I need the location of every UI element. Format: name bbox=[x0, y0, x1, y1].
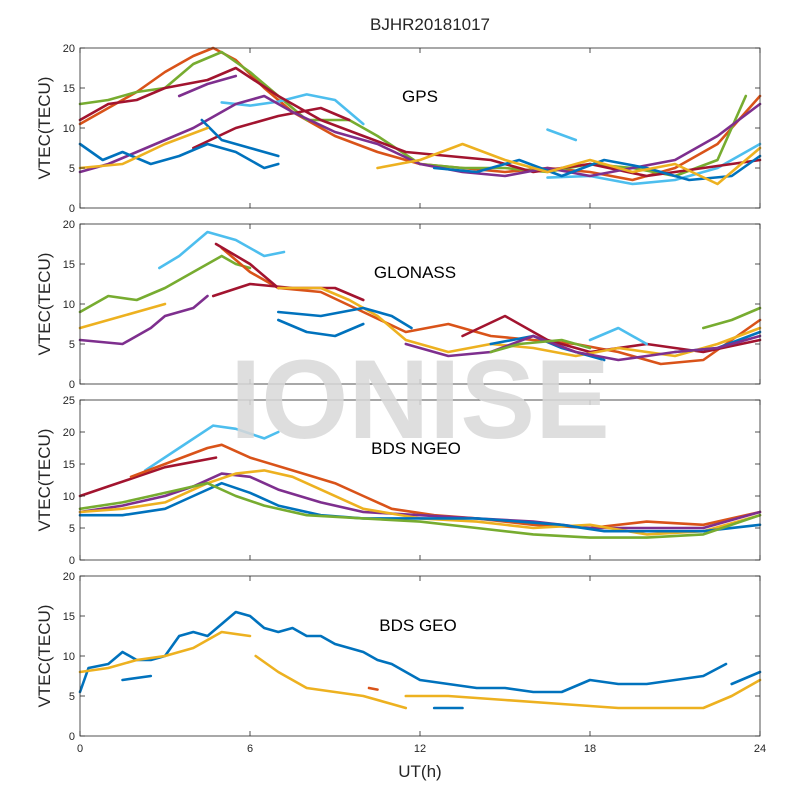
panel-label: BDS GEO bbox=[379, 616, 456, 635]
y-tick-label: 20 bbox=[63, 219, 75, 231]
series-line-0-13 bbox=[376, 142, 762, 186]
series-line-0-6 bbox=[192, 106, 351, 150]
y-tick-label: 15 bbox=[63, 459, 75, 471]
panel-2: 0 5 10 15 20 25 VTEC(TECU) BDS NGEO bbox=[35, 395, 762, 567]
y-tick-label: 0 bbox=[69, 379, 75, 391]
series-line-1-9 bbox=[277, 318, 365, 338]
panel-0: 0 5 10 15 20 VTEC(TECU) GPS bbox=[35, 43, 762, 215]
chart-title: BJHR20181017 bbox=[370, 15, 490, 34]
series-line-1-16 bbox=[588, 326, 648, 346]
y-tick-label: 20 bbox=[63, 571, 75, 583]
panel-3: 0 5 10 15 20 VTEC(TECU) BDS GEO bbox=[35, 571, 762, 743]
y-tick-label: 5 bbox=[69, 163, 75, 175]
series-line-0-3 bbox=[546, 128, 578, 142]
y-tick-label: 20 bbox=[63, 43, 75, 55]
y-axis-label: VTEC(TECU) bbox=[35, 605, 54, 708]
series-line-1-13 bbox=[404, 334, 762, 362]
series-line-0-12 bbox=[78, 126, 209, 170]
series-line-2-0 bbox=[143, 424, 280, 472]
series-line-3-5 bbox=[254, 654, 408, 710]
y-tick-label: 10 bbox=[63, 651, 75, 663]
series-line-2-2 bbox=[129, 443, 762, 530]
y-tick-label: 10 bbox=[63, 123, 75, 135]
series-line-1-15 bbox=[702, 306, 762, 330]
x-tick-label: 0 bbox=[77, 743, 83, 755]
series-line-0-5 bbox=[78, 66, 762, 178]
x-tick-label: 18 bbox=[584, 743, 596, 755]
series-line-1-6 bbox=[78, 302, 167, 330]
x-tick-label: 12 bbox=[414, 743, 426, 755]
y-tick-label: 5 bbox=[69, 691, 75, 703]
x-tick-label: 6 bbox=[247, 743, 253, 755]
y-tick-label: 0 bbox=[69, 203, 75, 215]
y-axis-label: VTEC(TECU) bbox=[35, 77, 54, 180]
series-line-2-1 bbox=[78, 456, 218, 498]
y-tick-label: 5 bbox=[69, 523, 75, 535]
x-axis-label: UT(h) bbox=[398, 762, 441, 781]
series-line-3-4 bbox=[78, 630, 252, 674]
series-line-0-8 bbox=[177, 74, 238, 98]
y-tick-label: 15 bbox=[63, 83, 75, 95]
panel-label: BDS NGEO bbox=[371, 439, 461, 458]
series-line-0-10 bbox=[200, 118, 280, 158]
y-tick-label: 0 bbox=[69, 731, 75, 743]
y-tick-label: 15 bbox=[63, 611, 75, 623]
series-line-1-1 bbox=[78, 254, 252, 314]
series-line-2-3 bbox=[78, 472, 762, 530]
y-tick-label: 15 bbox=[63, 259, 75, 271]
series-line-3-3 bbox=[730, 670, 762, 686]
series-line-3-7 bbox=[367, 686, 379, 691]
panel-label: GPS bbox=[402, 87, 438, 106]
series-line-3-1 bbox=[121, 674, 153, 682]
axes-box bbox=[79, 575, 761, 737]
y-tick-label: 5 bbox=[69, 339, 75, 351]
series-line-1-14 bbox=[489, 338, 592, 354]
panel-label: GLONASS bbox=[374, 263, 456, 282]
series-line-0-0 bbox=[78, 46, 762, 182]
series-line-1-5 bbox=[461, 314, 762, 354]
panel-1: 0 5 10 15 20 VTEC(TECU) GLONASS bbox=[35, 219, 762, 391]
y-tick-label: 10 bbox=[63, 299, 75, 311]
y-axis-label: VTEC(TECU) bbox=[35, 253, 54, 356]
series-line-3-6 bbox=[404, 678, 762, 710]
series-line-1-8 bbox=[277, 306, 413, 330]
y-axis-label: VTEC(TECU) bbox=[35, 429, 54, 532]
y-tick-label: 25 bbox=[63, 395, 75, 407]
x-tick-label: 24 bbox=[754, 743, 766, 755]
series-line-1-0 bbox=[158, 230, 286, 270]
series-line-0-1 bbox=[78, 50, 748, 178]
series-line-0-11 bbox=[432, 154, 762, 182]
series-line-1-12 bbox=[78, 294, 209, 346]
y-tick-label: 10 bbox=[63, 491, 75, 503]
series-line-2-4 bbox=[78, 469, 762, 536]
series-line-0-2 bbox=[220, 93, 365, 126]
series-line-1-3 bbox=[214, 242, 280, 290]
y-tick-label: 20 bbox=[63, 427, 75, 439]
watermark: IONISE bbox=[230, 337, 610, 462]
y-tick-label: 0 bbox=[69, 555, 75, 567]
series-line-0-7 bbox=[78, 94, 762, 178]
series-line-2-6 bbox=[78, 481, 762, 539]
series-line-0-9 bbox=[78, 142, 280, 170]
